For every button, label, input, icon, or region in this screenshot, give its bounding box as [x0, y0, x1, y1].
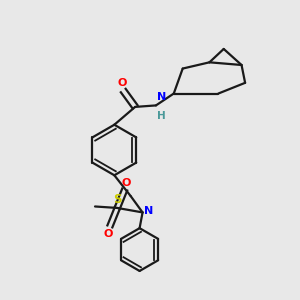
Text: O: O	[104, 229, 113, 239]
Text: O: O	[117, 78, 127, 88]
Text: N: N	[144, 206, 153, 216]
Text: N: N	[157, 92, 166, 102]
Text: H: H	[157, 111, 166, 121]
Text: S: S	[113, 194, 122, 206]
Text: O: O	[122, 178, 131, 188]
